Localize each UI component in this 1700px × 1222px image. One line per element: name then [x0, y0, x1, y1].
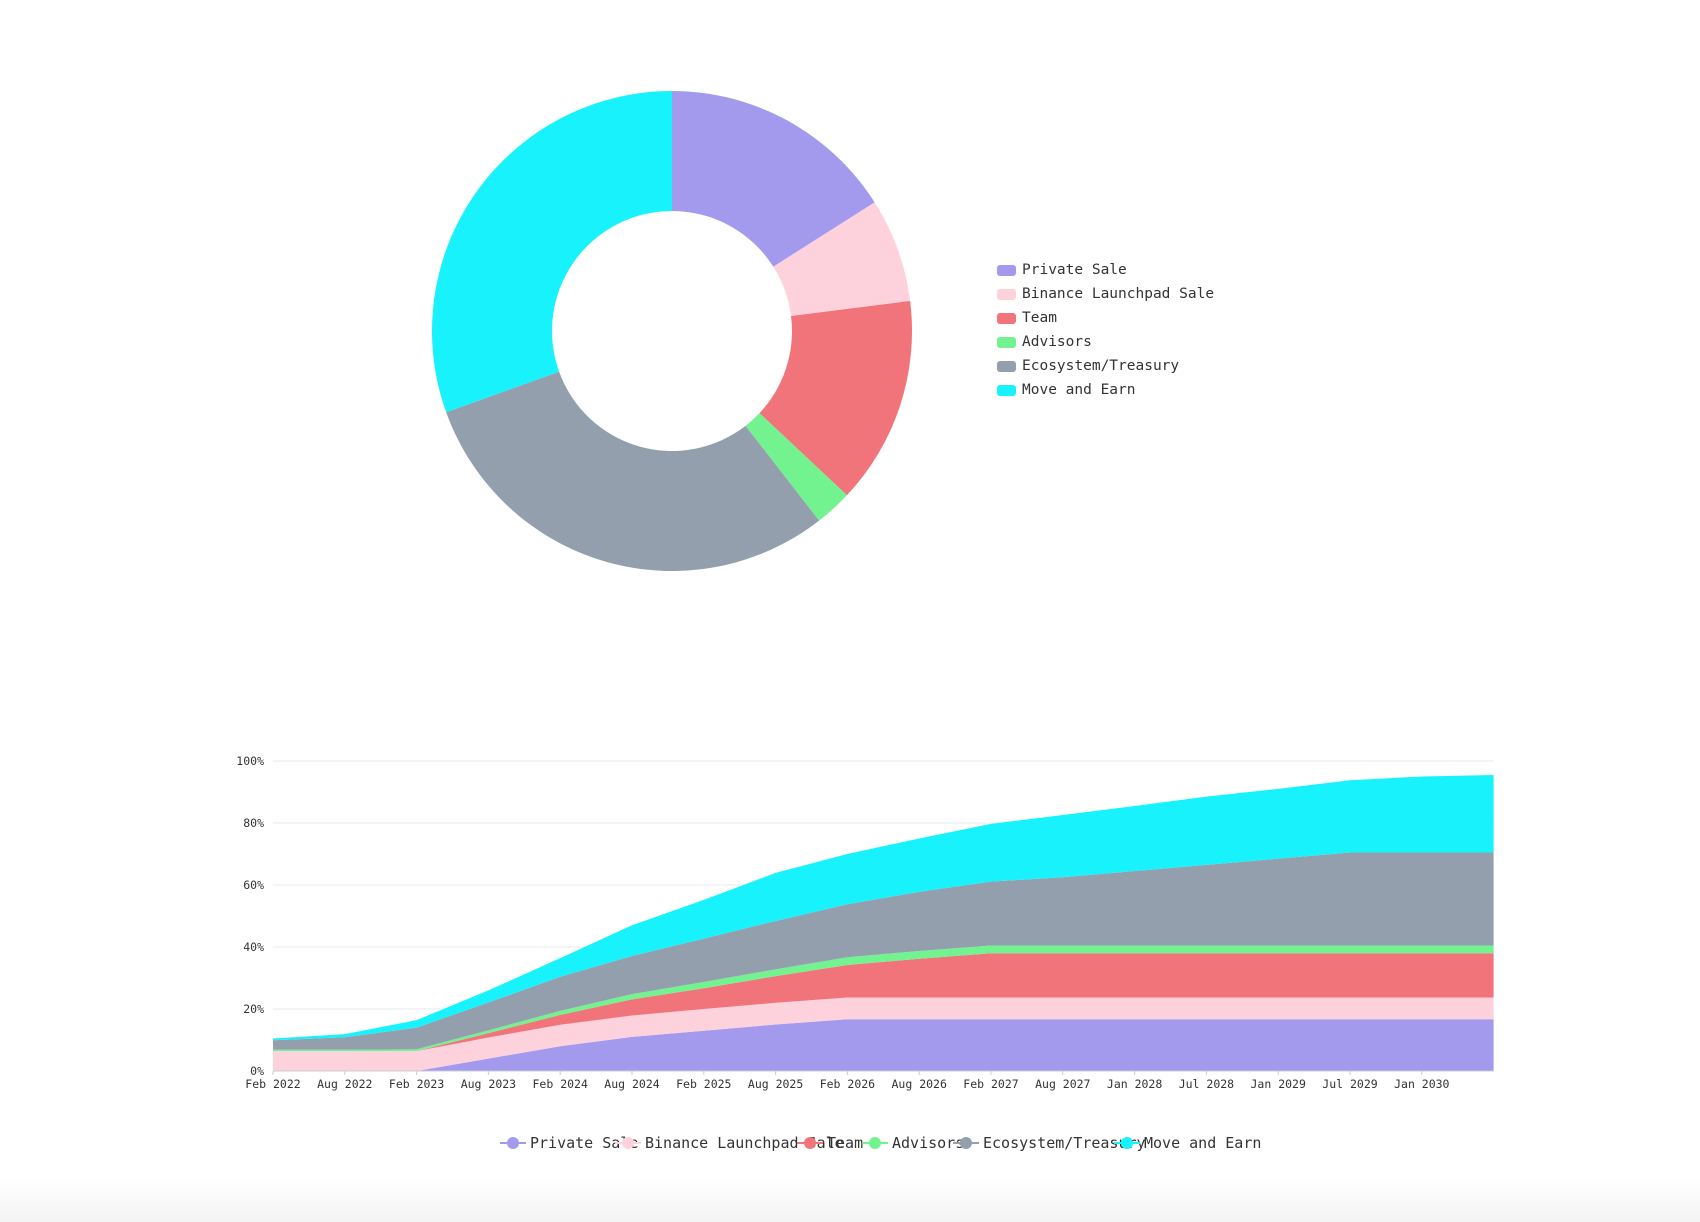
area-legend-item-binance-launchpad-sale[interactable]: Binance Launchpad Sale	[615, 1133, 844, 1153]
area-ecosystem-treasury[interactable]	[273, 852, 1494, 1050]
donut-legend-item-ecosystem-treasury[interactable]: Ecosystem/Treasury	[997, 354, 1214, 378]
area-move-and-earn[interactable]	[273, 774, 1494, 1041]
bottom-fade	[0, 1176, 1700, 1222]
donut-slice-team[interactable]	[759, 300, 912, 496]
legend-marker	[500, 1137, 526, 1149]
donut-legend: Private Sale Binance Launchpad Sale Team Ad…	[997, 258, 1214, 402]
donut-legend-item-private-sale[interactable]: Private Sale	[997, 258, 1214, 282]
area-legend-item-move-and-earn[interactable]: Move and Earn	[1114, 1133, 1261, 1153]
legend-swatch	[997, 360, 1016, 372]
x-tick-label: Aug 2023	[461, 1077, 516, 1091]
legend-label: Team	[1022, 310, 1057, 326]
legend-swatch	[997, 264, 1016, 276]
area-legend: Private Sale Binance Launchpad Sale Team Ad…	[500, 1133, 1261, 1153]
legend-marker	[862, 1137, 888, 1149]
donut-legend-item-move-and-earn[interactable]: Move and Earn	[997, 378, 1214, 402]
donut-legend-item-team[interactable]: Team	[997, 306, 1214, 330]
donut-slice-private-sale[interactable]	[672, 91, 875, 267]
legend-marker	[1114, 1137, 1140, 1149]
x-tick-label: Jan 2028	[1107, 1077, 1162, 1091]
legend-swatch	[997, 336, 1016, 348]
y-tick-label: 80%	[243, 816, 264, 830]
x-tick-label: Jul 2028	[1179, 1077, 1234, 1091]
legend-label: Team	[827, 1134, 864, 1152]
donut-chart	[432, 91, 912, 571]
x-tick-label: Feb 2024	[533, 1077, 588, 1091]
legend-label: Binance Launchpad Sale	[645, 1134, 844, 1152]
x-tick-label: Feb 2023	[389, 1077, 444, 1091]
x-tick-label: Jul 2029	[1322, 1077, 1377, 1091]
y-tick-label: 60%	[243, 878, 264, 892]
legend-marker	[797, 1137, 823, 1149]
y-tick-label: 40%	[243, 940, 264, 954]
area-team[interactable]	[273, 953, 1494, 1052]
donut-slice-ecosystem-treasury[interactable]	[446, 371, 820, 571]
legend-swatch	[997, 288, 1016, 300]
y-tick-label: 20%	[243, 1002, 264, 1016]
area-binance-launchpad-sale[interactable]	[273, 997, 1494, 1071]
legend-label: Advisors	[892, 1134, 965, 1152]
x-tick-label: Aug 2025	[748, 1077, 803, 1091]
legend-label: Private Sale	[1022, 262, 1127, 278]
area-legend-item-private-sale[interactable]: Private Sale	[500, 1133, 638, 1153]
x-tick-label: Jan 2029	[1251, 1077, 1306, 1091]
legend-label: Binance Launchpad Sale	[1022, 286, 1215, 302]
legend-label: Private Sale	[530, 1134, 639, 1152]
x-tick-label: Aug 2027	[1035, 1077, 1090, 1091]
donut-legend-item-advisors[interactable]: Advisors	[997, 330, 1214, 354]
x-tick-label: Aug 2024	[604, 1077, 659, 1091]
legend-label: Move and Earn	[1022, 382, 1136, 398]
x-tick-label: Feb 2022	[245, 1077, 300, 1091]
x-tick-label: Aug 2022	[317, 1077, 372, 1091]
legend-label: Advisors	[1022, 334, 1092, 350]
area-legend-item-ecosystem-treasury[interactable]: Ecosystem/Treasury	[953, 1133, 1146, 1153]
legend-label: Ecosystem/Treasury	[1022, 358, 1180, 374]
area-legend-item-team[interactable]: Team	[797, 1133, 863, 1153]
x-tick-label: Jan 2030	[1394, 1077, 1449, 1091]
y-tick-label: 0%	[250, 1064, 264, 1078]
area-legend-item-advisors[interactable]: Advisors	[862, 1133, 964, 1153]
legend-swatch	[997, 312, 1016, 324]
donut-slice-move-and-earn[interactable]	[432, 91, 672, 413]
donut-slice-binance-launchpad-sale[interactable]	[773, 202, 911, 316]
legend-marker	[953, 1137, 979, 1149]
x-tick-label: Feb 2027	[963, 1077, 1018, 1091]
legend-marker	[615, 1137, 641, 1149]
x-tick-label: Aug 2026	[892, 1077, 947, 1091]
x-tick-label: Feb 2025	[676, 1077, 731, 1091]
y-tick-label: 100%	[236, 754, 264, 768]
area-private-sale[interactable]	[273, 1019, 1494, 1071]
x-tick-label: Feb 2026	[820, 1077, 875, 1091]
donut-legend-item-binance-launchpad-sale[interactable]: Binance Launchpad Sale	[997, 282, 1214, 306]
donut-slice-advisors[interactable]	[745, 413, 847, 521]
legend-swatch	[997, 384, 1016, 396]
legend-label: Ecosystem/Treasury	[983, 1134, 1146, 1152]
legend-label: Move and Earn	[1144, 1134, 1262, 1152]
